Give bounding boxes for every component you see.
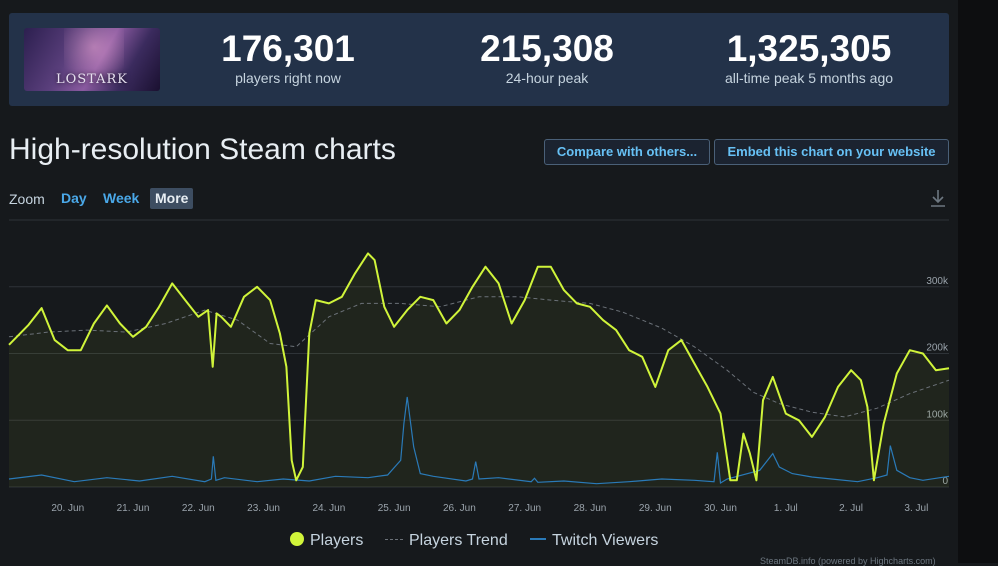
x-tick-label: 24. Jun xyxy=(312,503,345,514)
legend-label: Players xyxy=(310,532,364,549)
zoom-week-button[interactable]: Week xyxy=(103,190,140,206)
x-tick-label: 29. Jun xyxy=(639,503,672,514)
legend-item-players[interactable]: Players xyxy=(290,532,363,550)
stat-all-time-peak: 1,325,305 all-time peak 5 months ago xyxy=(699,29,919,87)
page-title: High-resolution Steam charts xyxy=(9,133,396,166)
players-trend-line xyxy=(8,296,950,418)
embed-chart-button[interactable]: Embed this chart on your website xyxy=(714,139,949,165)
x-tick-label: 26. Jun xyxy=(443,503,476,514)
x-tick-label: 21. Jun xyxy=(117,503,150,514)
x-tick-label: 22. Jun xyxy=(182,503,215,514)
legend-dash-icon xyxy=(385,539,403,540)
y-tick-label: 200k xyxy=(926,343,949,354)
download-icon[interactable] xyxy=(928,188,948,208)
stat-value: 1,325,305 xyxy=(726,28,892,69)
game-logo: LOSTARK xyxy=(55,72,129,87)
x-tick-label: 3. Jul xyxy=(904,503,928,514)
x-tick-label: 25. Jun xyxy=(378,503,411,514)
x-axis-ticks: 20. Jun 21. Jun 22. Jun 23. Jun 24. Jun 25. J… xyxy=(51,503,928,514)
zoom-label: Zoom xyxy=(9,191,45,207)
x-tick-label: 30. Jun xyxy=(704,503,737,514)
capsule-artwork xyxy=(64,28,124,91)
legend-dot-icon xyxy=(290,532,304,546)
x-tick-label: 23. Jun xyxy=(247,503,280,514)
stat-label: players right now xyxy=(235,70,341,86)
chart-credit: SteamDB.info (powered by Highcharts.com) xyxy=(760,556,936,566)
y-tick-label: 300k xyxy=(926,276,949,287)
stat-24h-peak: 215,308 24-hour peak xyxy=(464,29,630,87)
x-tick-label: 1. Jul xyxy=(774,503,798,514)
game-capsule-image[interactable]: LOSTARK xyxy=(24,28,160,91)
zoom-more-button[interactable]: More xyxy=(150,188,194,209)
stat-value: 215,308 xyxy=(480,28,614,69)
stat-value: 176,301 xyxy=(221,28,355,69)
legend-label: Twitch Viewers xyxy=(552,532,659,549)
stats-panel: LOSTARK 176,301 players right now 215,30… xyxy=(9,13,949,106)
y-axis-ticks: 0 100k 200k 300k xyxy=(926,276,949,487)
x-tick-label: 28. Jun xyxy=(574,503,607,514)
chart-grid xyxy=(9,286,949,488)
legend-label: Players Trend xyxy=(409,532,508,549)
stat-label: 24-hour peak xyxy=(505,70,589,86)
y-tick-label: 0 xyxy=(942,476,948,487)
x-tick-label: 20. Jun xyxy=(51,503,84,514)
right-edge-strip xyxy=(958,0,998,563)
legend-item-players-trend[interactable]: Players Trend xyxy=(385,532,508,550)
x-tick-label: 2. Jul xyxy=(839,503,863,514)
y-tick-label: 100k xyxy=(926,409,949,420)
player-chart[interactable]: 0 100k 200k 300k 20. Jun 21. Jun 22. Jun 23. J… xyxy=(0,215,958,515)
compare-button[interactable]: Compare with others... xyxy=(544,139,710,165)
stat-label: all-time peak 5 months ago xyxy=(724,70,894,86)
players-area xyxy=(9,253,949,487)
zoom-day-button[interactable]: Day xyxy=(61,190,87,206)
stat-players-now: 176,301 players right now xyxy=(205,29,371,87)
twitch-viewers-line xyxy=(8,396,950,485)
x-tick-label: 27. Jun xyxy=(508,503,541,514)
players-line[interactable] xyxy=(8,252,950,482)
legend-line-icon xyxy=(530,538,546,540)
legend-item-twitch-viewers[interactable]: Twitch Viewers xyxy=(530,532,658,550)
